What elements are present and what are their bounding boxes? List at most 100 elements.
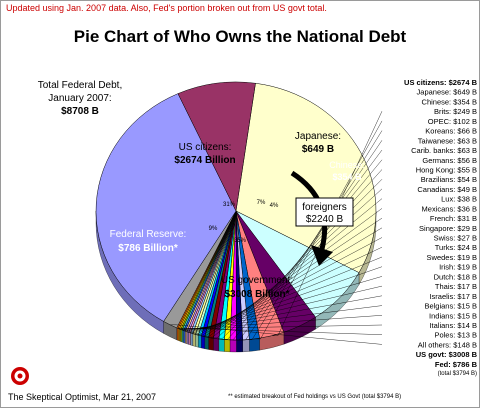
legend-entry: Hong Kong: $55 B: [416, 166, 477, 175]
legend-entry: Mexicans: $36 B: [422, 204, 477, 213]
leader-line: [196, 227, 383, 335]
pie-side-indians: [179, 328, 181, 342]
pie-side-singapore: [195, 334, 199, 348]
leader-line: [254, 120, 383, 340]
pct-us-citizens: 31%: [223, 202, 236, 208]
leader-line: [216, 179, 383, 339]
pie-side-hong-kong: [218, 338, 225, 352]
legend-entry: Italians: $14 B: [429, 321, 477, 330]
legend-entry: Koreans: $66 B: [425, 127, 477, 136]
pie-side-french: [198, 335, 202, 349]
value-chinese: $354 B: [332, 172, 362, 182]
legend-entry: All others: $148 B: [418, 340, 477, 349]
pie-side-turks: [190, 332, 193, 346]
pie-side-canadians: [208, 337, 214, 351]
label-us-citizens: US citizens:: [179, 142, 232, 153]
label-fed: Federal Reserve:: [110, 229, 187, 240]
leader-line: [189, 256, 383, 333]
value-japanese: $649 B: [302, 144, 334, 155]
foreigners-value: $2240 B: [306, 214, 344, 225]
legend-entry: Swedes: $19 B: [427, 253, 477, 262]
leader-line: [179, 315, 383, 330]
legend-entry: Canadians: $49 B: [417, 185, 477, 194]
leader-line: [191, 247, 383, 334]
total-label-line-1: Total Federal Debt,: [38, 80, 123, 91]
leader-line: [178, 324, 383, 329]
pie-slice-fed: [177, 81, 256, 212]
update-note: Updated using Jan. 2007 data. Also, Fed'…: [6, 3, 327, 13]
legend-entry: Dutch: $18 B: [434, 272, 477, 281]
value-fed: $786 Billion*: [118, 243, 178, 254]
legend-note: (total $3794 B): [438, 371, 477, 377]
pct-fed: 9%: [209, 226, 218, 232]
value-us-govt: $3008 Billion*: [224, 289, 289, 300]
leader-line: [184, 285, 383, 332]
credit: The Skeptical Optimist, Mar 21, 2007: [8, 392, 156, 402]
leader-line: [187, 266, 383, 333]
legend-entry: Israelis: $17 B: [429, 292, 477, 301]
foreigners-arrowhead: [311, 245, 333, 266]
footnote: ** estimated breakout of Fed holdings vs…: [228, 394, 401, 400]
legend-entry: Indians: $15 B: [429, 311, 477, 320]
pie-side-dutch: [185, 330, 188, 345]
legend-entry: Thais: $17 B: [435, 282, 477, 291]
legend-entry: Germans: $56 B: [422, 156, 477, 165]
chart-title: Pie Chart of Who Owns the National Debt: [74, 27, 407, 46]
pct-japanese: 7%: [257, 200, 266, 206]
pct-us-govt: 35%: [234, 238, 247, 244]
leader-line: [182, 295, 383, 331]
pie-side-swiss: [192, 333, 196, 347]
legend-entry: Turks: $24 B: [435, 243, 477, 252]
legend-entry: French: $31 B: [430, 214, 477, 223]
pie-side-taiwanese: [236, 339, 243, 353]
pie-side-koreans: [242, 339, 250, 353]
label-japanese: Japanese:: [295, 131, 341, 142]
leader-line: [177, 327, 383, 335]
legend-entry: Taiwanese: $63 B: [418, 136, 477, 145]
legend-entry: Singapore: $29 B: [419, 224, 477, 233]
legend-entry: Swiss: $27 B: [434, 234, 477, 243]
legend-entry: Brits: $249 B: [434, 107, 477, 116]
leader-line: [181, 305, 383, 330]
legend-entry: Carib. banks: $63 B: [411, 146, 477, 155]
legend-entry: Belgians: $15 B: [424, 302, 477, 311]
pie-depth-sides: [95, 210, 377, 353]
pie-side-italians: [177, 328, 180, 342]
pct-chinese: 4%: [270, 203, 279, 209]
pie-side-brazilians: [213, 338, 219, 352]
legend-entry: Chinese: $354 B: [422, 97, 477, 106]
pie-side-swedes: [188, 332, 191, 346]
legend-entry: OPEC: $102 B: [428, 117, 477, 126]
leader-line: [186, 276, 383, 332]
pie-side-irish: [186, 331, 189, 345]
legend-entry: Poles: $13 B: [434, 331, 477, 340]
leader-line: [211, 188, 383, 339]
pie-side-opec: [249, 337, 260, 352]
leader-line: [170, 324, 383, 345]
pie-side-poles: [176, 327, 179, 341]
leader-line: [194, 237, 383, 335]
legend-entry: Irish: $19 B: [439, 263, 477, 272]
pie-side-carib-banks: [229, 339, 237, 353]
label-chinese: Chinese:: [329, 160, 365, 170]
total-label-line-2: January 2007:: [48, 93, 111, 104]
foreigners-box: [295, 197, 354, 227]
label-us-govt: US government:: [221, 275, 293, 286]
foreigners-label: foreigners: [302, 202, 346, 213]
pie-side-lux: [204, 336, 209, 350]
pie-side-thais: [183, 330, 186, 344]
total-value: $8708 B: [61, 106, 99, 117]
pie-side-belgians: [180, 329, 183, 343]
skeptical-optimist-logo: [11, 367, 29, 385]
leader-line: [206, 198, 383, 338]
legend-entry: Lux: $38 B: [441, 195, 477, 204]
legend-entry: Japanese: $649 B: [417, 88, 477, 97]
legend-entry: Fed: $786 B: [435, 360, 478, 369]
legend-entry: US govt: $3008 B: [416, 350, 478, 359]
value-us-citizens: $2674 Billion: [174, 155, 235, 166]
legend-entry: Brazilians: $54 B: [421, 175, 477, 184]
pie-side-mexicans: [201, 335, 205, 349]
legend-entry: US citizens: $2674 B: [404, 78, 478, 87]
